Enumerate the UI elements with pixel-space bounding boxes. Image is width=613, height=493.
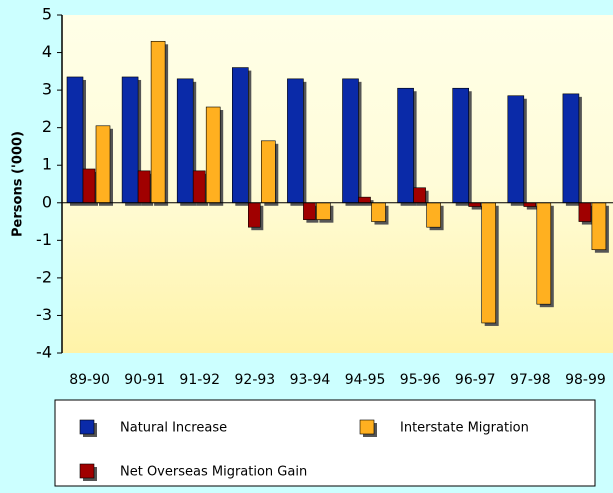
bar	[95, 125, 111, 204]
bar	[316, 202, 331, 220]
bar	[371, 202, 386, 222]
bar	[205, 106, 221, 204]
bar	[481, 202, 497, 324]
x-tick-label: 94-95	[345, 372, 386, 388]
bar	[591, 202, 607, 251]
bar	[397, 87, 414, 204]
bar	[523, 202, 537, 207]
x-tick-label: 92-93	[235, 372, 276, 388]
bar	[426, 202, 441, 228]
bar	[150, 40, 166, 204]
x-tick-label: 97-98	[510, 372, 551, 388]
y-tick-label: 3	[42, 80, 52, 99]
legend-label: Net Overseas Migration Gain	[120, 465, 307, 480]
legend-label: Natural Increase	[120, 421, 227, 436]
y-tick-label: -2	[36, 267, 52, 286]
bar	[66, 76, 84, 204]
legend-swatch	[79, 419, 95, 435]
y-tick-label: -1	[36, 230, 52, 249]
bar	[342, 78, 359, 204]
bar-shadow	[526, 205, 539, 210]
legend-swatch	[359, 419, 375, 435]
bar	[260, 140, 276, 204]
x-tick-label: 93-94	[290, 372, 331, 388]
y-tick-label: -4	[36, 343, 52, 362]
y-tick-label: 5	[42, 5, 52, 24]
y-axis-label: Persons ('000)	[11, 131, 26, 237]
y-tick-label: 2	[42, 117, 52, 136]
bar	[562, 93, 580, 204]
y-tick-label: 1	[42, 155, 52, 174]
x-tick-label: 89-90	[69, 372, 110, 388]
bar	[287, 78, 304, 204]
bar	[358, 196, 371, 204]
x-tick-label: 90-91	[124, 372, 165, 388]
y-tick-label: 4	[42, 42, 52, 61]
legend-swatch	[79, 463, 95, 479]
bar	[192, 170, 206, 204]
bar	[578, 202, 592, 222]
bar	[413, 187, 426, 204]
bar	[468, 202, 482, 207]
bar	[232, 67, 249, 204]
bar	[507, 95, 525, 204]
y-tick-label: -3	[36, 305, 52, 324]
bar	[121, 76, 139, 204]
bar-shadow	[471, 205, 484, 210]
x-tick-label: 98-99	[565, 372, 606, 388]
x-tick-label: 96-97	[455, 372, 496, 388]
bar	[536, 202, 552, 305]
bar	[176, 78, 194, 204]
bar	[137, 170, 151, 204]
x-tick-label: 91-92	[179, 372, 220, 388]
bar	[452, 87, 470, 204]
legend	[54, 399, 596, 487]
bar	[303, 202, 316, 220]
y-tick-label: 0	[42, 192, 52, 211]
legend-label: Interstate Migration	[400, 421, 529, 436]
bar	[82, 168, 96, 204]
x-tick-label: 95-96	[400, 372, 441, 388]
bar	[248, 202, 261, 228]
